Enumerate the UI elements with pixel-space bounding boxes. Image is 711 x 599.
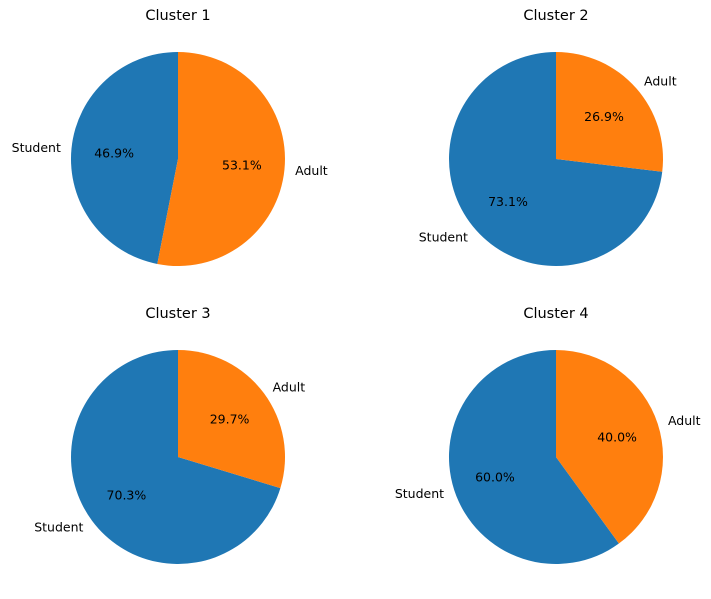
pie-chart-cluster-1: Cluster 1 46.9% Student 53.1% Adult <box>12 8 328 266</box>
pie-slice-adult <box>556 52 664 172</box>
slice-percent-label: 29.7% <box>210 411 250 426</box>
pie-chart-cluster-2: Cluster 2 73.1% Student 26.9% Adult <box>419 8 677 266</box>
pie-slice-student <box>448 350 619 564</box>
slice-category-label: Student <box>395 486 444 501</box>
chart-title: Cluster 3 <box>145 306 210 322</box>
slice-category-label: Adult <box>273 379 306 394</box>
chart-title: Cluster 2 <box>523 8 588 24</box>
pie-slice-student <box>449 52 663 266</box>
slice-category-label: Student <box>34 520 83 535</box>
slice-category-label: Adult <box>668 413 701 428</box>
pie-chart-cluster-4: Cluster 4 60.0% Student 40.0% Adult <box>395 306 701 564</box>
slice-category-label: Adult <box>295 163 328 178</box>
pie-slice-adult <box>157 52 285 266</box>
slice-percent-label: 60.0% <box>475 469 515 484</box>
slice-percent-label: 26.9% <box>584 109 624 124</box>
pie-slice-student <box>70 51 178 264</box>
slice-category-label: Adult <box>644 73 677 88</box>
pie-slice-adult <box>178 350 286 489</box>
slice-category-label: Student <box>419 230 468 245</box>
pie-slice-adult <box>556 350 663 544</box>
slice-percent-label: 46.9% <box>94 145 134 160</box>
chart-title: Cluster 1 <box>145 8 210 24</box>
pie-chart-cluster-3: Cluster 3 70.3% Student 29.7% Adult <box>34 306 305 564</box>
chart-title: Cluster 4 <box>523 306 588 322</box>
slice-category-label: Student <box>12 140 61 155</box>
slice-percent-label: 53.1% <box>222 158 262 173</box>
pie-slice-student <box>71 350 281 564</box>
slice-percent-label: 70.3% <box>107 488 147 503</box>
slice-percent-label: 73.1% <box>488 194 528 209</box>
slice-percent-label: 40.0% <box>597 430 637 445</box>
